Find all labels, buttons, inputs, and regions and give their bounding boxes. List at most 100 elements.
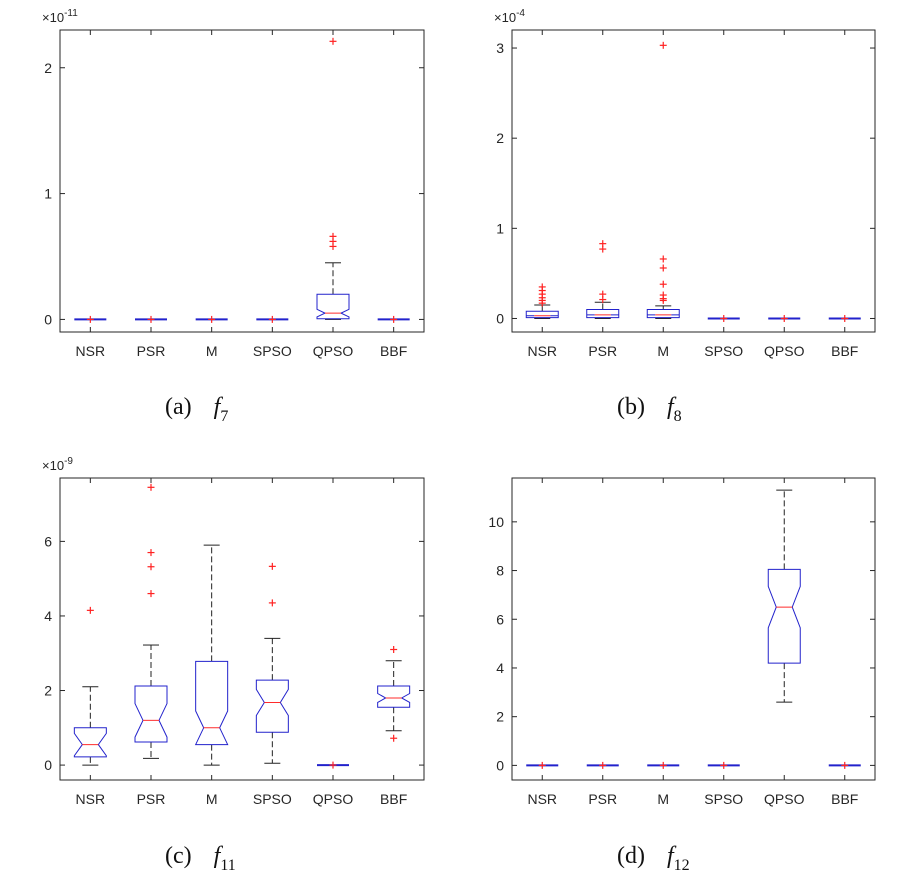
box-qpso (317, 761, 349, 769)
box-nsr (526, 761, 559, 769)
y-tick-label: 2 (44, 60, 52, 76)
x-tick-label: QPSO (764, 343, 805, 359)
outlier-marker (841, 761, 849, 769)
box-m (647, 761, 680, 769)
panel-3: 0 2 4 6 NSR PSR M SPSO QPSO BBF ×10-9 (42, 456, 425, 807)
x-tick-label: PSR (588, 791, 617, 807)
outlier-marker (329, 761, 337, 769)
box-body (525, 310, 559, 319)
x-tick-label: SPSO (253, 791, 292, 807)
x-tick-label: QPSO (764, 791, 805, 807)
y-tick-label: 10 (488, 514, 504, 530)
y-tick-label: 6 (496, 611, 504, 627)
x-tick-label: BBF (380, 791, 407, 807)
box-body (194, 660, 229, 746)
panel-4: 0 2 4 6 8 10 NSR PSR M SPSO QPSO BBF (488, 477, 876, 807)
box-qpso (316, 37, 350, 320)
panel-caption: (c) f11 (165, 843, 236, 874)
box-m (194, 544, 229, 766)
outlier-marker (780, 314, 788, 322)
panel-2: 0 1 2 3 NSR PSR M SPSO QPSO BBF ×10-4 (494, 8, 876, 359)
box-body (134, 685, 168, 743)
panel-caption: (a) f7 (165, 394, 228, 425)
y-tick-label: 0 (44, 311, 52, 327)
box-body (586, 308, 620, 319)
panel-caption: (b) f8 (617, 394, 682, 425)
x-tick-label: PSR (588, 343, 617, 359)
outlier-marker (147, 590, 155, 598)
box-qpso (767, 489, 801, 703)
box-nsr (73, 606, 107, 766)
outlier-marker (659, 255, 667, 263)
outlier-marker (659, 291, 667, 299)
axis-exponent-label: ×10-11 (42, 8, 78, 25)
outlier-marker (268, 599, 276, 607)
box-m (646, 41, 680, 319)
box-body (377, 685, 411, 708)
x-tick-label: QPSO (313, 791, 354, 807)
box-qpso (768, 314, 801, 322)
box-spso (707, 314, 740, 322)
panel-caption: (d) f12 (617, 843, 690, 874)
box-nsr (525, 283, 559, 319)
outlier-marker (659, 280, 667, 288)
outlier-marker (147, 483, 155, 491)
box-bbf (828, 761, 861, 769)
outlier-marker (390, 315, 398, 323)
box-psr (134, 483, 168, 759)
box-psr (586, 240, 620, 319)
axes-frame (59, 477, 425, 781)
outlier-marker (599, 290, 607, 298)
x-tick-label: NSR (76, 791, 106, 807)
outlier-marker (599, 761, 607, 769)
box-spso (255, 562, 289, 764)
x-tick-label: M (206, 343, 218, 359)
axes-frame (59, 29, 425, 333)
y-tick-label: 0 (496, 757, 504, 773)
outlier-marker (86, 606, 94, 614)
box-spso (707, 761, 740, 769)
axis-exponent-label: ×10-9 (42, 456, 73, 473)
panel-1: 0 1 2 NSR PSR M SPSO QPSO BBF ×10-11 (42, 8, 425, 359)
y-tick-label: 0 (44, 757, 52, 773)
outlier-marker (268, 315, 276, 323)
y-tick-label: 2 (496, 130, 504, 146)
box-bbf (828, 314, 861, 322)
outlier-marker (86, 315, 94, 323)
outlier-marker (147, 563, 155, 571)
x-tick-label: QPSO (313, 343, 354, 359)
x-tick-label: SPSO (704, 343, 743, 359)
y-tick-label: 6 (44, 533, 52, 549)
outlier-marker (538, 761, 546, 769)
y-tick-label: 4 (44, 608, 52, 624)
box-psr (586, 761, 619, 769)
box-body (646, 308, 680, 319)
outlier-marker (659, 761, 667, 769)
x-tick-label: M (657, 343, 669, 359)
outlier-marker (268, 562, 276, 570)
outlier-marker (147, 549, 155, 557)
box-bbf (377, 646, 411, 742)
axis-exponent-label: ×10-4 (494, 8, 525, 25)
x-tick-label: M (206, 791, 218, 807)
box-nsr (74, 315, 107, 323)
outlier-marker (659, 264, 667, 272)
axes-frame (511, 29, 876, 333)
outlier-marker (329, 232, 337, 240)
x-tick-label: NSR (527, 791, 557, 807)
y-tick-label: 0 (496, 310, 504, 326)
box-spso (256, 315, 289, 323)
outlier-marker (841, 314, 849, 322)
x-tick-label: NSR (527, 343, 557, 359)
y-tick-label: 1 (496, 220, 504, 236)
outlier-marker (147, 315, 155, 323)
outlier-marker (538, 283, 546, 291)
x-tick-label: NSR (76, 343, 106, 359)
y-tick-label: 4 (496, 660, 504, 676)
outlier-marker (208, 315, 216, 323)
outlier-marker (720, 761, 728, 769)
outlier-marker (390, 646, 398, 654)
x-tick-label: PSR (137, 791, 166, 807)
y-tick-label: 2 (496, 709, 504, 725)
